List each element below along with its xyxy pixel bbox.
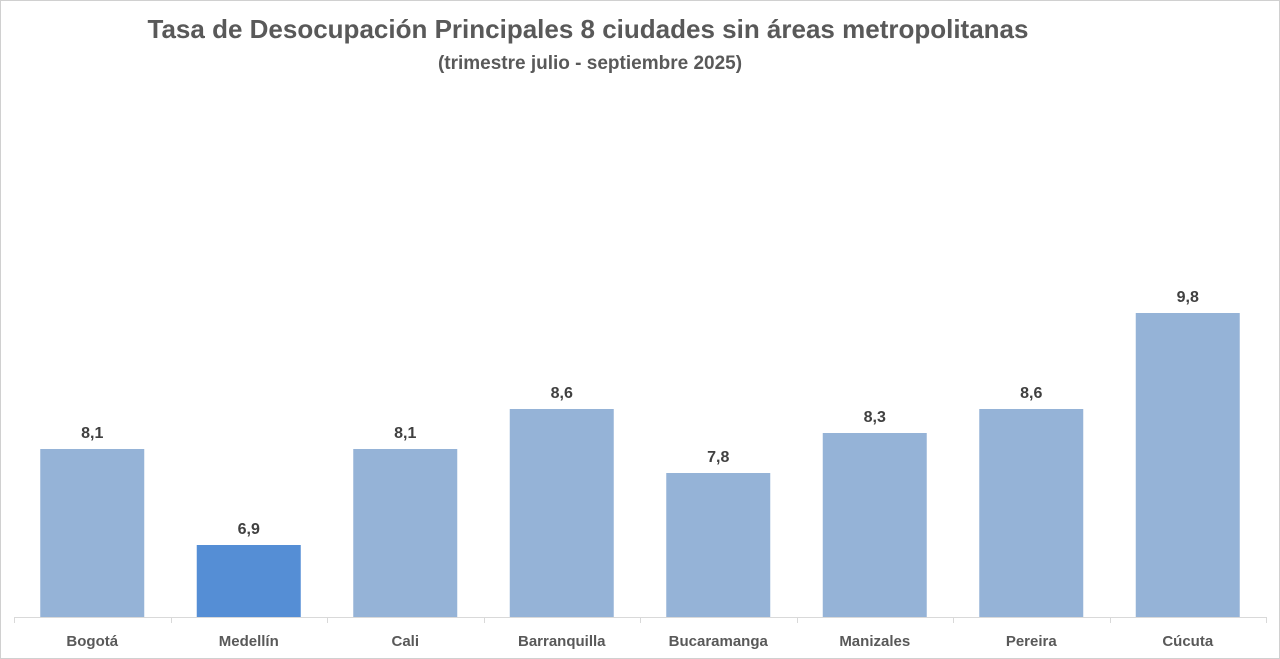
category-label: Barranquilla: [518, 633, 606, 650]
data-label: 7,8: [707, 449, 729, 466]
data-label: 8,6: [1020, 385, 1042, 402]
bar: [666, 473, 771, 617]
bar: [1135, 313, 1240, 617]
chart-subtitle: (trimestre julio - septiembre 2025): [437, 53, 743, 74]
category-label: Pereira: [1006, 633, 1058, 650]
data-label: 8,3: [864, 409, 886, 426]
category-label: Cúcuta: [1162, 633, 1213, 650]
data-label: 9,8: [1177, 289, 1199, 306]
bar: [353, 449, 458, 617]
bar: [40, 449, 145, 617]
category-label: Bogotá: [66, 633, 118, 650]
data-label: 8,1: [394, 425, 416, 442]
category-label: Medellín: [219, 633, 279, 650]
bar: [509, 409, 614, 617]
bar: [822, 433, 927, 617]
data-label: 8,1: [81, 425, 103, 442]
data-label: 8,6: [551, 385, 573, 402]
category-label: Bucaramanga: [669, 633, 769, 650]
data-label: 6,9: [238, 521, 260, 538]
chart-title: Tasa de Desocupación Principales 8 ciuda…: [147, 14, 1029, 44]
category-label: Manizales: [839, 633, 910, 650]
category-label: Cali: [391, 633, 419, 650]
bar: [979, 409, 1084, 617]
bar: [196, 545, 301, 617]
